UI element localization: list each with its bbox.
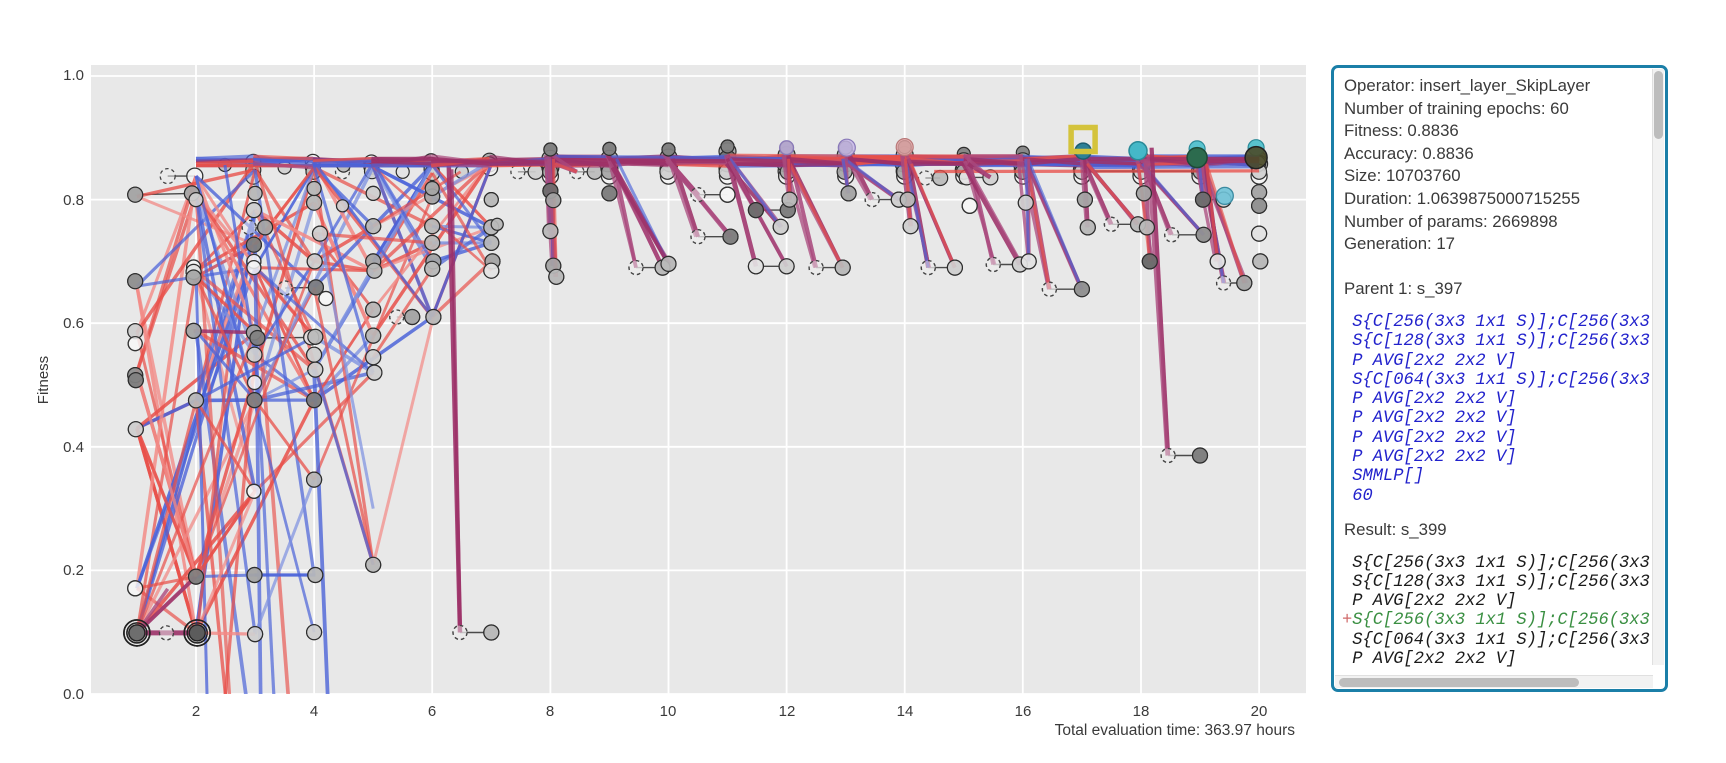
svg-text:14: 14 bbox=[897, 703, 914, 720]
svg-text:0.2: 0.2 bbox=[63, 562, 84, 579]
svg-text:0.6: 0.6 bbox=[63, 315, 84, 332]
svg-text:Fitness: Fitness bbox=[35, 356, 52, 404]
svg-text:0.8: 0.8 bbox=[63, 192, 84, 209]
svg-text:4: 4 bbox=[310, 703, 318, 720]
svg-text:12: 12 bbox=[779, 703, 796, 720]
svg-text:16: 16 bbox=[1015, 703, 1032, 720]
svg-text:1.0: 1.0 bbox=[63, 67, 84, 84]
svg-text:2: 2 bbox=[192, 703, 200, 720]
svg-text:10: 10 bbox=[660, 703, 677, 720]
svg-text:6: 6 bbox=[428, 703, 436, 720]
svg-text:18: 18 bbox=[1133, 703, 1150, 720]
svg-text:Total evaluation time: 363.97: Total evaluation time: 363.97 hours bbox=[1055, 722, 1296, 739]
svg-text:8: 8 bbox=[546, 703, 554, 720]
svg-text:20: 20 bbox=[1251, 703, 1268, 720]
svg-text:0.4: 0.4 bbox=[63, 439, 84, 456]
svg-text:0.0: 0.0 bbox=[63, 686, 84, 703]
